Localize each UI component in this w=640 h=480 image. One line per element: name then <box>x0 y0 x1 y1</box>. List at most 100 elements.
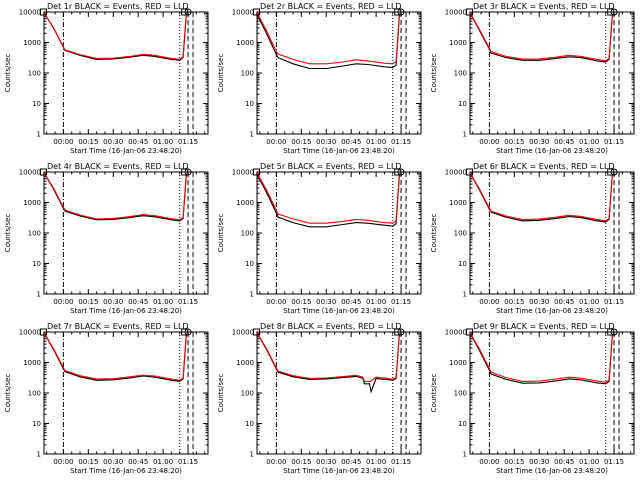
y-tick-label: 10 <box>245 260 254 268</box>
y-tick-label: 1 <box>37 291 41 299</box>
y-tick-label: 100 <box>241 390 254 398</box>
detector-panel-8: Det 8r BLACK = Events, RED = LLD 1 10 100 10… <box>217 322 422 475</box>
series-line-events <box>43 331 187 382</box>
y-tick-label: 10 <box>32 420 41 428</box>
x-tick-label: 01:15 <box>604 298 624 306</box>
x-tick-label: 00:45 <box>341 298 361 306</box>
series-line-lld <box>256 331 400 382</box>
series-line-lld <box>43 331 187 381</box>
x-tick-label: 00:45 <box>554 458 574 466</box>
x-tick-label: 00:00 <box>53 298 73 306</box>
series-line-lld <box>43 171 187 221</box>
x-tick-label: 00:30 <box>529 458 549 466</box>
series-line-events <box>43 11 187 61</box>
x-tick-label: 00:00 <box>266 298 286 306</box>
square-marker <box>39 328 47 336</box>
y-axis-label: Counts/sec <box>217 214 225 253</box>
y-tick-label: 10 <box>245 420 254 428</box>
x-tick-label: 00:15 <box>504 298 524 306</box>
x-tick-label: 01:15 <box>391 298 411 306</box>
square-marker <box>607 168 615 176</box>
y-tick-label: 1000 <box>23 359 41 367</box>
y-tick-label: 1000 <box>236 39 254 47</box>
series-line-lld <box>256 11 400 65</box>
plot-frame <box>469 331 635 455</box>
x-tick-label: 00:15 <box>291 138 311 146</box>
plot-title: Det 2r BLACK = Events, RED = LLD <box>260 2 402 11</box>
square-marker <box>394 168 402 176</box>
square-marker <box>465 8 473 16</box>
square-marker <box>252 8 260 16</box>
plot-title: Det 5r BLACK = Events, RED = LLD <box>260 162 402 171</box>
x-tick-label: 01:00 <box>579 138 599 146</box>
x-axis-label: Start Time (16-Jan-06 23:48:20) <box>70 467 182 475</box>
x-tick-label: 00:15 <box>78 458 98 466</box>
series-line-events <box>256 173 400 228</box>
plot-title: Det 3r BLACK = Events, RED = LLD <box>473 2 615 11</box>
x-tick-label: 00:00 <box>53 458 73 466</box>
x-tick-label: 00:30 <box>103 458 123 466</box>
x-axis-label: Start Time (16-Jan-06 23:48:20) <box>496 307 608 315</box>
series-line-lld <box>256 171 400 224</box>
plot-frame <box>469 11 635 135</box>
y-tick-label: 10000 <box>19 9 41 17</box>
circle-marker <box>184 8 192 16</box>
square-marker <box>252 328 260 336</box>
plot-frame <box>469 171 635 295</box>
x-tick-label: 00:00 <box>479 458 499 466</box>
circle-marker <box>184 168 192 176</box>
detector-panel-3: Det 3r BLACK = Events, RED = LLD 1 10 100 10… <box>430 2 635 155</box>
plot-frame <box>43 331 209 455</box>
detector-panel-1: Det 1r BLACK = Events, RED = LLD 1 10 100 10… <box>4 2 209 155</box>
circle-marker <box>610 328 618 336</box>
series-line-events <box>469 171 613 223</box>
square-marker <box>181 328 189 336</box>
plot-frame <box>256 11 422 135</box>
x-axis-label: Start Time (16-Jan-06 23:48:20) <box>496 147 608 155</box>
x-tick-label: 01:00 <box>153 298 173 306</box>
x-tick-label: 00:15 <box>504 138 524 146</box>
series-line-lld <box>469 11 613 62</box>
y-tick-label: 10000 <box>232 9 254 17</box>
square-marker <box>465 168 473 176</box>
x-tick-label: 00:15 <box>78 298 98 306</box>
y-axis-label: Counts/sec <box>430 374 438 413</box>
circle-marker <box>397 328 405 336</box>
y-axis-label: Counts/sec <box>430 54 438 93</box>
square-marker <box>39 168 47 176</box>
x-tick-label: 01:15 <box>178 138 198 146</box>
x-tick-label: 00:30 <box>316 138 336 146</box>
x-tick-label: 00:15 <box>504 458 524 466</box>
square-marker <box>39 8 47 16</box>
plot-frame <box>43 171 209 295</box>
x-tick-label: 01:15 <box>178 458 198 466</box>
y-tick-label: 1000 <box>236 199 254 207</box>
y-tick-label: 10000 <box>19 329 41 337</box>
square-marker <box>607 328 615 336</box>
y-tick-label: 100 <box>454 70 467 78</box>
y-tick-label: 100 <box>241 230 254 238</box>
y-tick-label: 100 <box>241 70 254 78</box>
y-tick-label: 10000 <box>232 329 254 337</box>
y-tick-label: 1000 <box>23 199 41 207</box>
x-tick-label: 00:00 <box>53 138 73 146</box>
series-line-events <box>256 331 400 394</box>
plot-title: Det 6r BLACK = Events, RED = LLD <box>473 162 615 171</box>
x-tick-label: 00:15 <box>78 138 98 146</box>
y-tick-label: 1 <box>463 131 467 139</box>
y-axis-label: Counts/sec <box>4 214 12 253</box>
detector-panel-9: Det 9r BLACK = Events, RED = LLD 1 10 100 10… <box>430 322 635 475</box>
circle-marker <box>184 328 192 336</box>
x-tick-label: 00:15 <box>291 458 311 466</box>
x-tick-label: 00:30 <box>529 138 549 146</box>
y-tick-label: 1000 <box>449 359 467 367</box>
y-tick-label: 100 <box>28 70 41 78</box>
square-marker <box>394 328 402 336</box>
y-tick-label: 10 <box>458 420 467 428</box>
x-tick-label: 00:45 <box>554 138 574 146</box>
plot-title: Det 7r BLACK = Events, RED = LLD <box>47 322 189 331</box>
x-tick-label: 00:00 <box>266 138 286 146</box>
y-tick-label: 10 <box>458 100 467 108</box>
x-tick-label: 00:45 <box>554 298 574 306</box>
